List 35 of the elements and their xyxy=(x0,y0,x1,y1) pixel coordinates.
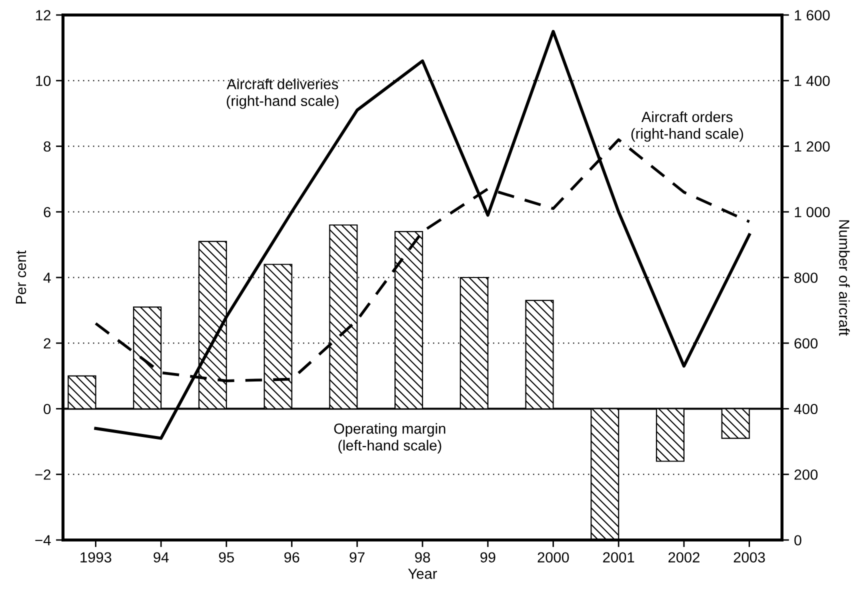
series-label: Operating margin (left-hand scale) xyxy=(334,423,446,454)
y-tick-label: 2 xyxy=(44,338,50,348)
y2-tick-label: 1 600 xyxy=(794,10,830,20)
x-tick-label: 2000 xyxy=(538,552,569,563)
series-label: Aircraft deliveries (right-hand scale) xyxy=(226,78,338,109)
y2-tick-label: 0 xyxy=(794,535,802,546)
y2-tick-label: 1 000 xyxy=(794,206,830,218)
y2-tick-label: 400 xyxy=(794,404,818,414)
y2-tick-label: 600 xyxy=(794,338,818,349)
y-tick-label: 4 xyxy=(43,272,51,283)
x-tick-label: 2002 xyxy=(668,552,700,563)
y2-axis-title: Number of aircraft xyxy=(839,220,850,336)
y2-tick-label: 800 xyxy=(794,272,818,283)
y-axis-title: Per cent xyxy=(16,250,26,304)
x-tick-label: 96 xyxy=(284,552,300,563)
y2-tick-label: 200 xyxy=(794,469,818,480)
x-tick-label: 97 xyxy=(350,552,365,563)
y-tick-label: 12 xyxy=(36,10,50,20)
y-tick-label: −2 xyxy=(35,469,50,480)
y-tick-label: 6 xyxy=(44,206,51,218)
series-label: Aircraft orders (right-hand scale) xyxy=(631,111,744,142)
y-tick-label: 8 xyxy=(44,141,51,152)
x-tick-label: 2001 xyxy=(603,552,634,563)
y2-tick-label: 1 400 xyxy=(794,76,830,86)
x-tick-label: 99 xyxy=(480,552,496,563)
x-tick-label: 98 xyxy=(415,552,430,563)
y-tick-label: −4 xyxy=(35,535,51,546)
x-tick-label: 95 xyxy=(218,552,234,563)
x-tick-label: 1993 xyxy=(80,552,112,563)
y-tick-label: 10 xyxy=(36,76,51,86)
y-tick-label: 0 xyxy=(44,404,51,414)
y2-tick-label: 1 200 xyxy=(794,141,830,152)
x-axis-title: Year xyxy=(408,568,437,579)
x-tick-label: 2003 xyxy=(734,552,765,563)
x-tick-label: 94 xyxy=(154,552,169,563)
